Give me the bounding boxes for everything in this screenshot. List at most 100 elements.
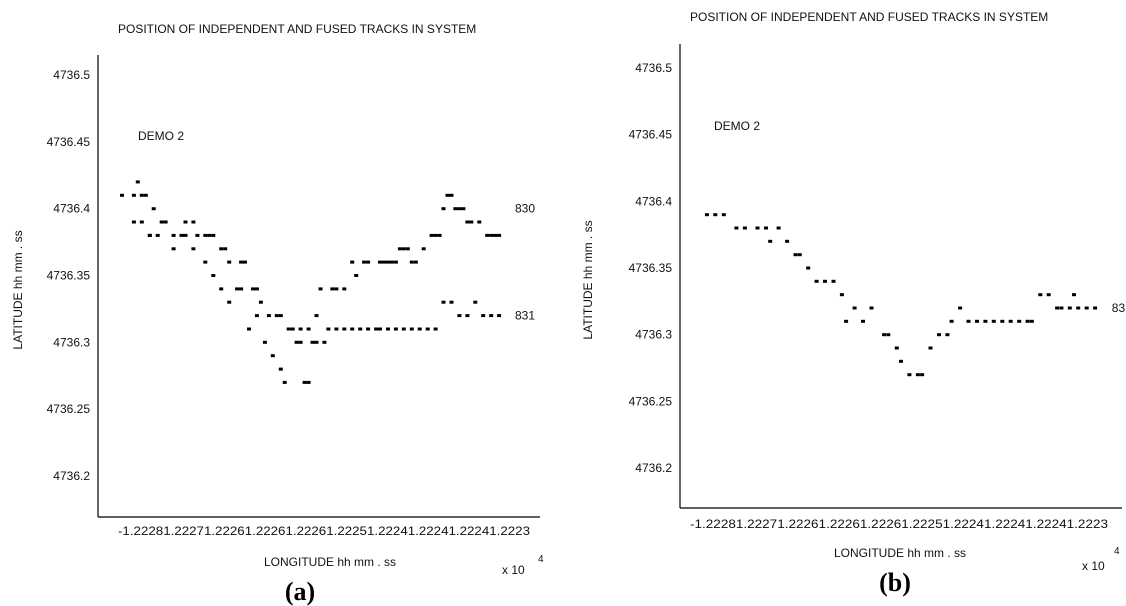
data-point — [366, 327, 371, 331]
data-point — [1059, 306, 1064, 310]
data-point — [457, 207, 462, 211]
data-point — [298, 327, 303, 331]
data-point — [282, 380, 287, 384]
data-point — [814, 279, 819, 283]
y-tick-label: 4736.3 — [635, 328, 672, 342]
data-point — [211, 274, 216, 277]
y-tick-label: 4736.4 — [53, 202, 90, 216]
data-point — [306, 380, 311, 384]
data-point — [401, 247, 406, 251]
data-point — [191, 220, 196, 224]
y-tick-label: 4736.4 — [635, 194, 672, 208]
data-point — [382, 260, 386, 264]
x-axis-label: LONGITUDE hh mm . ss — [834, 546, 966, 560]
data-point — [445, 193, 450, 197]
data-point — [239, 260, 244, 264]
data-point — [793, 253, 798, 257]
data-point — [742, 226, 747, 230]
data-point — [449, 193, 454, 197]
data-point — [465, 220, 470, 224]
data-point — [211, 233, 216, 237]
data-point — [991, 319, 996, 323]
chart-panel-a: POSITION OF INDEPENDENT AND FUSED TRACKS… — [11, 22, 544, 606]
data-point — [203, 260, 208, 264]
data-point — [1067, 306, 1072, 310]
data-point — [433, 233, 438, 237]
data-point — [457, 314, 462, 318]
data-point — [433, 327, 438, 331]
track-label: 830 — [515, 202, 535, 216]
data-point — [219, 287, 224, 291]
data-point — [797, 253, 802, 257]
y-tick-label: 4736.5 — [635, 61, 672, 75]
data-point — [1046, 293, 1051, 297]
data-point — [386, 260, 390, 264]
data-point — [958, 306, 963, 310]
data-point — [734, 226, 739, 230]
data-point — [886, 333, 891, 337]
data-point — [389, 260, 394, 264]
data-point — [764, 226, 768, 230]
data-point — [1055, 306, 1060, 310]
data-point — [258, 300, 263, 304]
data-point — [907, 373, 912, 377]
data-point — [493, 233, 498, 237]
y-axis-label: LATITUDE hh mm . ss — [581, 220, 595, 339]
data-point — [393, 327, 398, 331]
track-label: 831 — [515, 309, 535, 323]
x-tick-labels: -1.22281.22271.22261.22261.22261.22251.2… — [118, 524, 530, 538]
data-point — [983, 319, 988, 323]
data-point — [497, 314, 502, 318]
data-point — [207, 233, 212, 237]
data-point — [342, 327, 347, 331]
data-points — [704, 213, 1098, 377]
data-point — [203, 233, 208, 237]
data-point — [358, 327, 363, 331]
data-point — [219, 247, 224, 251]
y-tick-label: 4736.2 — [635, 461, 672, 475]
data-point — [330, 287, 335, 291]
data-point — [179, 233, 184, 237]
track-labels: 830 831 — [515, 202, 535, 323]
data-point — [223, 247, 228, 251]
data-point — [421, 247, 426, 251]
data-point — [183, 233, 188, 237]
data-point — [806, 266, 811, 270]
data-point — [489, 314, 494, 318]
data-point — [461, 207, 466, 211]
data-point — [171, 233, 176, 237]
data-point — [437, 233, 442, 237]
data-point — [1025, 319, 1030, 323]
data-point — [366, 260, 371, 264]
data-point — [302, 380, 307, 384]
data-point — [350, 327, 355, 331]
y-tick-label: 4736.5 — [53, 68, 90, 82]
panel-label: (b) — [879, 568, 911, 597]
track-labels: 831 — [1112, 301, 1126, 315]
data-point — [776, 226, 781, 230]
data-point — [243, 260, 247, 264]
data-point — [473, 300, 478, 304]
data-point — [254, 287, 259, 291]
data-point — [852, 306, 857, 310]
x-multiplier-exponent: 4 — [538, 554, 544, 565]
y-tick-label: 4736.2 — [53, 469, 90, 483]
data-point — [1072, 293, 1076, 297]
data-point — [441, 207, 446, 211]
data-point — [310, 340, 315, 344]
data-point — [286, 327, 291, 331]
data-point — [1038, 293, 1043, 297]
data-point — [139, 220, 144, 224]
data-point — [409, 327, 414, 331]
data-point — [318, 287, 323, 291]
data-point — [159, 220, 164, 224]
data-point — [163, 220, 168, 224]
x-axis-label: LONGITUDE hh mm . ss — [264, 555, 396, 569]
data-point — [278, 367, 283, 371]
y-tick-label: 4736.35 — [629, 261, 673, 275]
data-point — [270, 354, 275, 358]
data-point — [334, 327, 339, 331]
data-point — [844, 319, 849, 323]
data-point — [1093, 306, 1098, 310]
data-point — [928, 346, 933, 350]
